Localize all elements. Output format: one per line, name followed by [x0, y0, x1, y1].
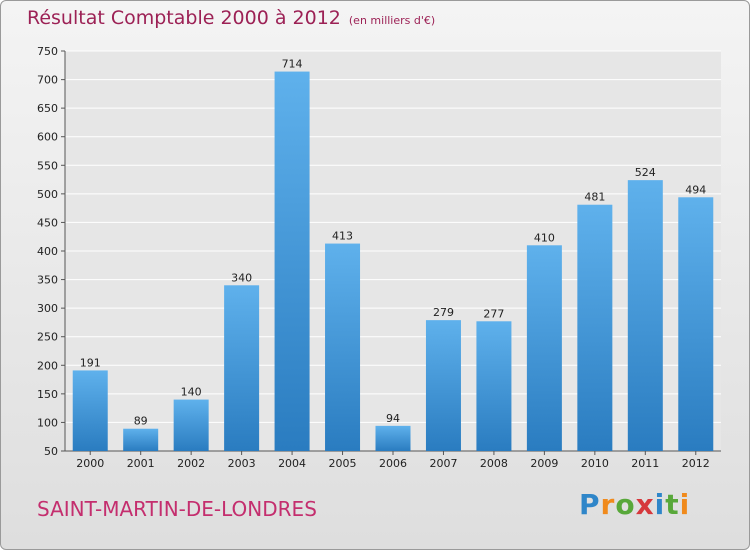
y-tick-label: 100: [37, 416, 58, 429]
logo-letter: P: [579, 488, 601, 521]
y-tick-label: 150: [37, 388, 58, 401]
chart-subtitle: (en milliers d'€): [348, 14, 436, 27]
x-tick-label-2004: 2004: [278, 457, 306, 470]
bar-2005: [325, 243, 361, 451]
value-label-2008: 277: [483, 307, 504, 320]
value-label-2010: 481: [584, 191, 605, 204]
logo-letter: i: [654, 488, 666, 521]
y-tick-label: 200: [37, 359, 58, 372]
x-tick-label-2006: 2006: [379, 457, 407, 470]
bar-2012: [678, 197, 714, 451]
value-label-2005: 413: [332, 230, 353, 243]
y-tick-label: 650: [37, 102, 58, 115]
y-tick-label: 450: [37, 216, 58, 229]
x-tick-label-2007: 2007: [429, 457, 457, 470]
value-label-2002: 140: [181, 386, 202, 399]
chart-title: Résultat Comptable 2000 à 2012 (en millie…: [27, 7, 435, 29]
bar-2002: [173, 399, 209, 451]
value-label-2012: 494: [685, 183, 706, 196]
logo-letter: r: [600, 488, 616, 521]
x-tick-label-2000: 2000: [76, 457, 104, 470]
x-tick-label-2003: 2003: [228, 457, 256, 470]
bar-2006: [375, 425, 411, 451]
x-tick-label-2008: 2008: [480, 457, 508, 470]
bar-2007: [425, 320, 461, 451]
x-tick-label-2005: 2005: [329, 457, 357, 470]
bar-2000: [72, 370, 108, 451]
x-tick-label-2012: 2012: [682, 457, 710, 470]
bar-2011: [627, 180, 663, 451]
chart-title-text: Résultat Comptable 2000 à 2012: [27, 7, 341, 29]
y-tick-label: 400: [37, 245, 58, 258]
bar-2004: [274, 71, 310, 452]
value-label-2003: 340: [231, 271, 252, 284]
commune-name: SAINT-MARTIN-DE-LONDRES: [37, 497, 317, 521]
bar-2010: [577, 204, 613, 451]
bar-2008: [476, 321, 512, 451]
logo-letter: i: [679, 488, 691, 521]
value-label-2006: 94: [386, 412, 400, 425]
x-tick-label-2009: 2009: [530, 457, 558, 470]
y-tick-label: 350: [37, 274, 58, 287]
x-tick-label-2001: 2001: [127, 457, 155, 470]
value-label-2001: 89: [134, 415, 148, 428]
value-label-2011: 524: [635, 166, 656, 179]
proxiti-logo: Proxiti: [579, 488, 690, 521]
bar-2009: [526, 245, 562, 451]
y-tick-label: 300: [37, 302, 58, 315]
x-tick-label-2011: 2011: [631, 457, 659, 470]
value-label-2007: 279: [433, 306, 454, 319]
x-tick-label-2010: 2010: [581, 457, 609, 470]
logo-letter: o: [615, 488, 636, 521]
y-tick-label: 250: [37, 331, 58, 344]
y-tick-label: 600: [37, 131, 58, 144]
bar-2003: [224, 285, 260, 451]
y-tick-label: 550: [37, 159, 58, 172]
bar-2001: [123, 428, 159, 451]
value-label-2004: 714: [282, 58, 303, 71]
logo-letter: t: [665, 488, 680, 521]
value-label-2000: 191: [80, 356, 101, 369]
logo-letter: x: [635, 488, 655, 521]
x-tick-label-2002: 2002: [177, 457, 205, 470]
y-tick-label: 750: [37, 45, 58, 58]
y-tick-label: 50: [44, 445, 58, 458]
value-label-2009: 410: [534, 231, 555, 244]
y-tick-label: 500: [37, 188, 58, 201]
y-tick-label: 700: [37, 74, 58, 87]
